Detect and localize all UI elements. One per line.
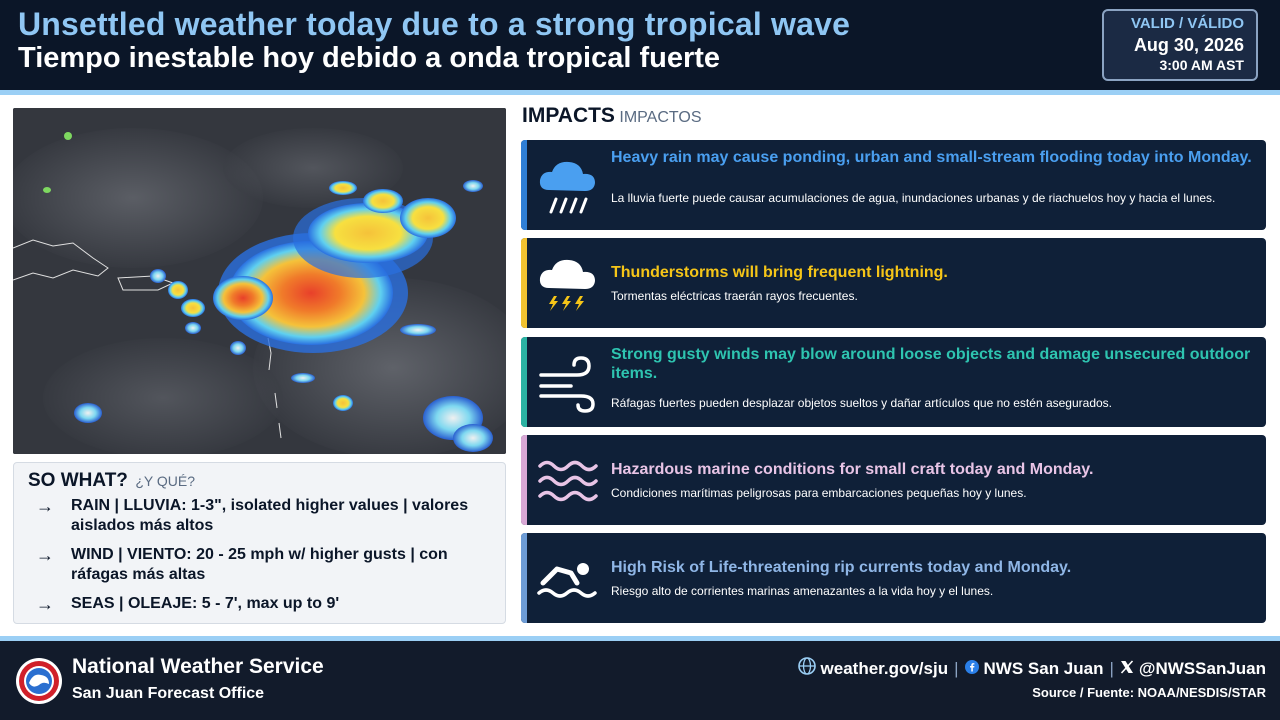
so-what-item-text: RAIN | LLUVIA: 1-3", isolated higher val… [71, 497, 469, 534]
globe-icon [797, 657, 816, 680]
satellite-image [13, 108, 506, 454]
source-credit: Source / Fuente: NOAA/NESDIS/STAR [1032, 685, 1266, 700]
impact-description: La lluvia fuerte puede causar acumulacio… [611, 191, 1216, 205]
so-what-title-english: SO WHAT? [28, 470, 128, 491]
organization-name: National Weather Service [72, 655, 324, 678]
impact-card-marine: Hazardous marine conditions for small cr… [521, 435, 1266, 525]
header: Unsettled weather today due to a strong … [0, 0, 1280, 90]
impact-description: Ráfagas fuertes pueden desplazar objetos… [611, 396, 1112, 410]
header-divider [0, 90, 1280, 95]
impact-description: Condiciones marítimas peligrosas para em… [611, 486, 1027, 500]
so-what-item-text: SEAS | OLEAJE: 5 - 7', max up to 9' [71, 595, 340, 612]
impact-headline: Thunderstorms will bring frequent lightn… [611, 264, 948, 281]
so-what-title: SO WHAT? ¿Y QUÉ? [28, 470, 195, 492]
impact-description: Riesgo alto de corrientes marinas amenaz… [611, 584, 994, 598]
x-link[interactable]: @NWSSanJuan [1138, 658, 1266, 678]
waves-icon [537, 451, 599, 511]
impacts-title-spanish: IMPACTOS [619, 109, 702, 126]
impact-headline: Strong gusty winds may blow around loose… [611, 346, 1251, 382]
card-accent-bar [521, 337, 527, 427]
impact-card-rain: Heavy rain may cause ponding, urban and … [521, 140, 1266, 230]
arrow-icon: → [36, 496, 54, 516]
nws-logo-icon [15, 657, 63, 705]
impacts-title: IMPACTS IMPACTOS [522, 104, 702, 128]
valid-label: VALID / VÁLIDO [1130, 15, 1244, 32]
contact-links: weather.gov/sju | NWS San Juan | @NWSSan… [797, 657, 1266, 680]
office-name: San Juan Forecast Office [72, 685, 265, 702]
swimmer-icon [537, 549, 599, 609]
valid-time-box: VALID / VÁLIDO Aug 30, 2026 3:00 AM AST [1102, 9, 1258, 81]
so-what-item-text: WIND | VIENTO: 20 - 25 mph w/ higher gus… [71, 546, 448, 583]
valid-date: Aug 30, 2026 [1133, 35, 1244, 55]
impact-card-rip-currents: High Risk of Life-threatening rip curren… [521, 533, 1266, 623]
title-english: Unsettled weather today due to a strong … [18, 6, 851, 42]
impacts-title-english: IMPACTS [522, 104, 615, 127]
impact-headline: Heavy rain may cause ponding, urban and … [611, 149, 1252, 166]
impact-description: Tormentas eléctricas traerán rayos frecu… [611, 289, 858, 303]
arrow-icon: → [36, 594, 54, 614]
so-what-panel: SO WHAT? ¿Y QUÉ? → RAIN | LLUVIA: 1-3", … [13, 462, 506, 624]
footer: National Weather Service San Juan Foreca… [0, 641, 1280, 720]
separator: | [1109, 658, 1114, 678]
footer-divider [0, 636, 1280, 641]
x-icon [1120, 659, 1134, 679]
facebook-link[interactable]: NWS San Juan [983, 658, 1104, 678]
facebook-icon [964, 659, 979, 679]
separator: | [954, 658, 959, 678]
title-spanish: Tiempo inestable hoy debido a onda tropi… [18, 42, 721, 74]
card-accent-bar [521, 435, 527, 525]
card-accent-bar [521, 533, 527, 623]
impact-card-wind: Strong gusty winds may blow around loose… [521, 337, 1266, 427]
rain-cloud-icon [537, 156, 599, 216]
thunderstorm-icon [537, 254, 599, 314]
impact-card-thunderstorm: Thunderstorms will bring frequent lightn… [521, 238, 1266, 328]
impact-headline: Hazardous marine conditions for small cr… [611, 461, 1094, 478]
card-accent-bar [521, 140, 527, 230]
valid-time: 3:00 AM AST [1159, 57, 1244, 73]
so-what-title-spanish: ¿Y QUÉ? [135, 473, 196, 489]
arrow-icon: → [36, 545, 54, 565]
wind-icon [537, 353, 599, 413]
impact-headline: High Risk of Life-threatening rip curren… [611, 559, 1072, 576]
satellite-map-graphic [13, 108, 506, 454]
card-accent-bar [521, 238, 527, 328]
website-link[interactable]: weather.gov/sju [820, 658, 949, 678]
